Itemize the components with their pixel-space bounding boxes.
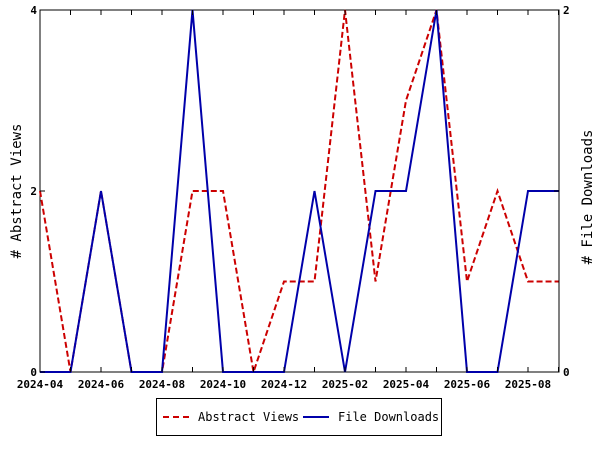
y-left-tick-label: 4 xyxy=(30,4,37,17)
y-axis-right: 02 xyxy=(554,4,570,379)
y-axis-left: 0 2 4 xyxy=(30,4,45,379)
x-axis: 2024-04 2024-06 2024-08 2024-10 2024-12 2025-… xyxy=(17,10,559,391)
x-tick-label: 2024-04 xyxy=(17,378,64,391)
y-right-tick-label: 0 xyxy=(563,366,570,379)
series-layer xyxy=(39,9,559,373)
legend-swatch-file-downloads xyxy=(303,416,329,418)
y-right-tick-label: 2 xyxy=(563,4,570,17)
x-tick-label: 2025-06 xyxy=(444,378,491,391)
y-axis-right-title: # File Downloads xyxy=(580,130,596,265)
legend-label-abstract-views: Abstract Views xyxy=(198,410,300,424)
x-tick-label: 2025-04 xyxy=(383,378,430,391)
legend-label-file-downloads: File Downloads xyxy=(338,410,440,424)
y-left-tick-label: 2 xyxy=(30,185,37,198)
x-tick-label: 2025-08 xyxy=(505,378,551,391)
plot-area xyxy=(39,9,560,373)
legend-item-file-downloads: File Downloads xyxy=(303,410,439,424)
y-axis-left-title: # Abstract Views xyxy=(9,124,25,259)
legend-item-abstract-views: Abstract Views xyxy=(163,410,299,424)
legend-swatch-abstract-views xyxy=(163,416,189,418)
x-tick-label: 2024-06 xyxy=(78,378,125,391)
legend: Abstract Views File Downloads xyxy=(156,398,442,436)
x-tick-label: 2025-02 xyxy=(322,378,368,391)
series-line-file-downloads xyxy=(40,9,559,373)
x-tick-label: 2024-12 xyxy=(261,378,307,391)
x-tick-label: 2024-10 xyxy=(200,378,246,391)
y-left-tick-label: 0 xyxy=(30,366,37,379)
x-tick-label: 2024-08 xyxy=(139,378,185,391)
